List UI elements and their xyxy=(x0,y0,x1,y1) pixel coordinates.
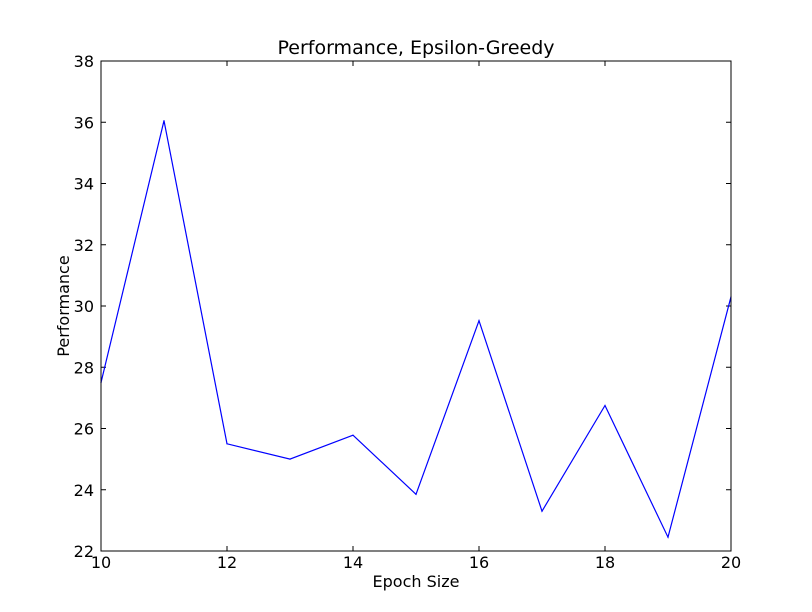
chart-title: Performance, Epsilon-Greedy xyxy=(277,37,554,59)
y-tick-label: 36 xyxy=(74,113,94,132)
x-tick-label: 20 xyxy=(721,553,741,572)
y-tick-label: 34 xyxy=(74,175,94,194)
x-tick-label: 12 xyxy=(217,553,237,572)
data-point xyxy=(667,536,669,538)
data-point xyxy=(415,493,417,495)
x-tick-label: 16 xyxy=(469,553,489,572)
y-tick-label: 26 xyxy=(74,420,94,439)
data-point xyxy=(478,320,480,322)
x-axis-label: Epoch Size xyxy=(373,572,460,591)
y-tick-label: 30 xyxy=(74,297,94,316)
x-tick-label: 18 xyxy=(595,553,615,572)
data-point xyxy=(289,458,291,460)
plot-frame xyxy=(100,60,732,552)
data-point xyxy=(226,443,228,445)
data-point xyxy=(163,120,165,122)
y-tick-label: 22 xyxy=(74,542,94,561)
x-tick-label: 14 xyxy=(343,553,363,572)
data-point xyxy=(604,404,606,407)
y-tick-label: 24 xyxy=(74,481,94,500)
x-tick-label: 10 xyxy=(91,553,111,572)
y-tick-label: 28 xyxy=(74,358,94,377)
y-tick-label: 32 xyxy=(74,236,94,255)
data-point xyxy=(352,434,354,436)
y-tick-label: 38 xyxy=(74,52,94,71)
y-axis-label: Performance xyxy=(54,255,73,356)
data-point xyxy=(541,510,543,512)
tick-labels: 10 12 14 16 18 20 22 24 26 28 30 32 34 36 38 xyxy=(74,52,742,572)
